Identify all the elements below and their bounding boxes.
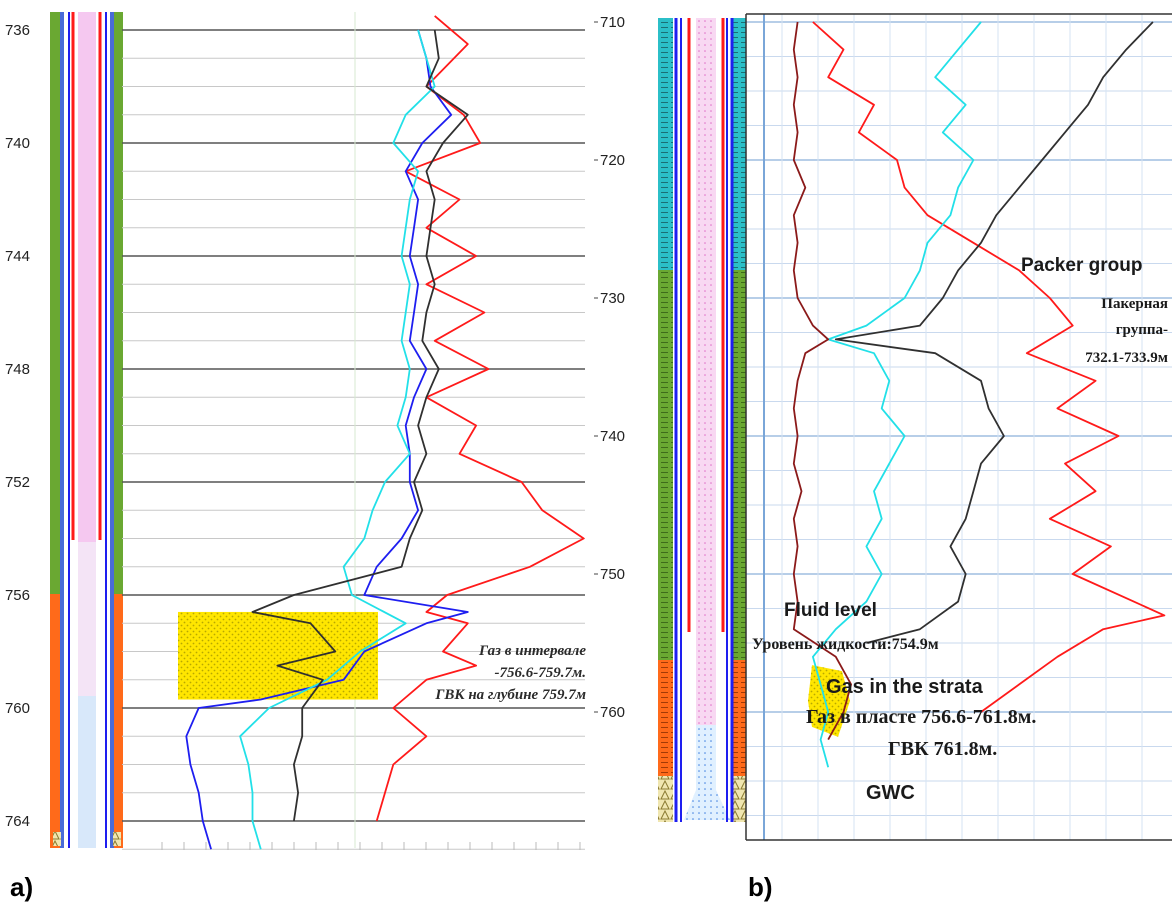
panel-a-annotation-line-1: Газ в интервале bbox=[479, 643, 586, 659]
y-tick-label: 744 bbox=[5, 248, 30, 265]
gas-in-strata-label-ru: Газ в пласте 756.6-761.8м. bbox=[806, 706, 1037, 728]
series-line-a-2 bbox=[185, 29, 469, 850]
y-tick-label: 720 bbox=[600, 152, 625, 169]
panel-a-gas-annotation: Газ в интервале -756.6-759.7м. ГВК на гл… bbox=[396, 640, 586, 706]
fluid-level-label-en: Fluid level bbox=[784, 600, 877, 621]
y-tick-label: 760 bbox=[600, 704, 625, 721]
y-tick-label: 740 bbox=[5, 135, 30, 152]
y-tick-label: 710 bbox=[600, 14, 625, 31]
fluid-level-label-ru: Уровень жидкости:754.9м bbox=[752, 636, 939, 653]
gas-in-strata-label-en: Gas in the strata bbox=[826, 676, 983, 698]
gas-interval-pattern bbox=[178, 611, 378, 700]
y-tick-label: 748 bbox=[5, 361, 30, 378]
y-tick-label: 764 bbox=[5, 813, 30, 830]
series-line-a-3 bbox=[239, 29, 436, 850]
y-tick-label: 730 bbox=[600, 290, 625, 307]
panel-a-grid bbox=[122, 12, 585, 850]
panel-a-depth-ticks: 736 740 744 748 752 756 760 764 bbox=[5, 22, 30, 830]
panel-b-wellbore bbox=[658, 18, 746, 822]
panel-a-wellbore bbox=[50, 12, 123, 848]
panel-b-curves bbox=[792, 21, 1166, 768]
packer-group-label-ru-2: группа- bbox=[1115, 322, 1168, 338]
gwc-label-en: GWC bbox=[866, 782, 915, 804]
panel-b-label: b) bbox=[748, 872, 773, 902]
packer-group-label-ru-3: 732.1-733.9м bbox=[1085, 350, 1168, 366]
panel-a-annotation-line-3: ГВК на глубине 759.7м bbox=[435, 687, 586, 703]
y-tick-label: 760 bbox=[5, 700, 30, 717]
series-line-b-2 bbox=[812, 21, 982, 768]
packer-group-label-en: Packer group bbox=[1021, 255, 1143, 276]
y-tick-label: 756 bbox=[5, 587, 30, 604]
panel-a-curves bbox=[178, 15, 585, 850]
panel-b-depth-ticks: 710 720 730 740 750 760 bbox=[594, 14, 625, 721]
y-tick-label: 736 bbox=[5, 22, 30, 39]
series-line-b-4 bbox=[792, 21, 852, 741]
panel-a-annotation-line-2: -756.6-759.7м. bbox=[494, 665, 586, 681]
packer-group-label-ru-1: Пакерная bbox=[1101, 296, 1168, 312]
y-tick-label: 750 bbox=[600, 566, 625, 583]
panel-a-label: a) bbox=[10, 872, 34, 902]
y-tick-label: 752 bbox=[5, 474, 30, 491]
gwc-label-ru: ГВК 761.8м. bbox=[888, 738, 998, 760]
y-tick-label: 740 bbox=[600, 428, 625, 445]
